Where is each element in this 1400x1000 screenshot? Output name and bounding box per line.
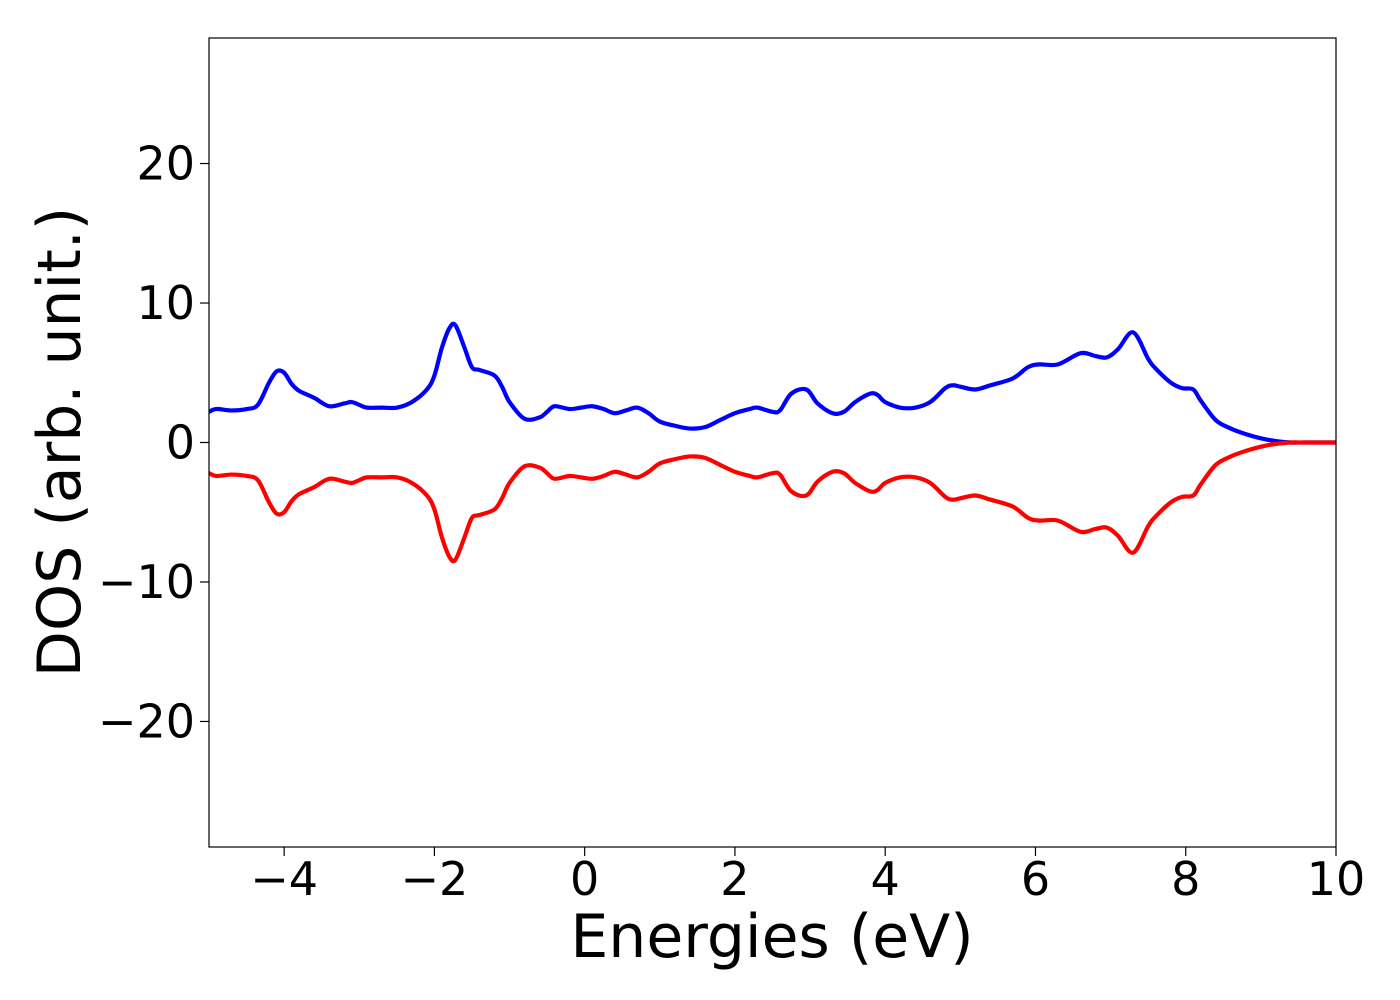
dos-line-blue [209,321,1336,445]
y-tick-label: 0 [166,416,195,470]
y-axis: −20 −10 0 10 20 [98,137,209,748]
x-axis: −4 −2 0 2 4 6 8 10 [250,847,1365,906]
x-tick-label: 4 [871,852,900,906]
x-tick-label: 0 [570,852,599,906]
dos-line-red [209,440,1336,564]
x-tick-label: 8 [1171,852,1200,906]
x-tick-label: 6 [1021,852,1050,906]
series-group [209,321,1336,564]
x-tick-label: −2 [400,852,468,906]
x-axis-label: Energies (eV) [570,902,973,972]
x-tick-label: 2 [720,852,749,906]
y-tick-label: 20 [136,137,195,191]
y-tick-label: 10 [136,276,195,330]
y-tick-label: −10 [98,555,195,609]
y-tick-label: −20 [98,694,195,748]
y-axis-label: DOS (arb. unit.) [25,207,95,677]
x-tick-label: 10 [1307,852,1366,906]
x-tick-label: −4 [250,852,318,906]
